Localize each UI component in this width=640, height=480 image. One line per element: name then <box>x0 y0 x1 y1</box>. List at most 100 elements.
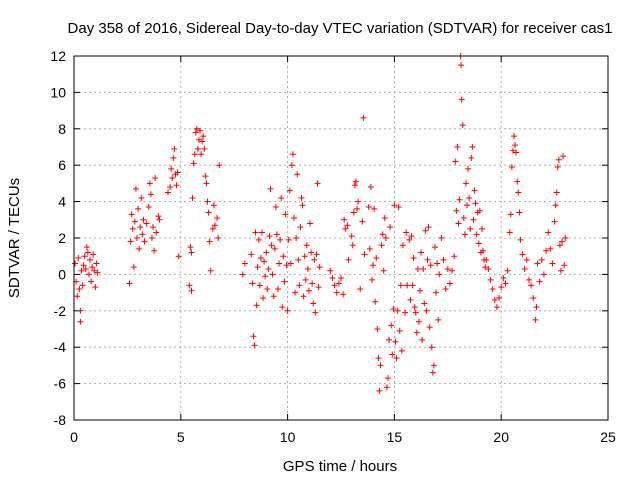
data-point <box>413 329 420 336</box>
data-point <box>408 233 415 240</box>
data-point <box>331 282 338 289</box>
data-point <box>394 307 401 314</box>
data-point <box>467 225 474 232</box>
x-tick-label: 20 <box>493 429 509 445</box>
data-point <box>329 275 336 282</box>
data-point <box>309 280 316 287</box>
data-point <box>191 151 198 158</box>
y-tick-label: 12 <box>50 48 66 64</box>
data-point <box>155 213 162 220</box>
data-point <box>285 236 292 243</box>
data-point <box>278 194 285 201</box>
data-point <box>464 202 471 209</box>
data-point <box>80 262 87 269</box>
data-series <box>72 53 569 394</box>
data-point <box>256 282 263 289</box>
data-point <box>560 153 567 160</box>
data-point <box>264 285 271 292</box>
data-point <box>216 162 223 169</box>
data-point <box>87 256 94 263</box>
data-point <box>446 280 453 287</box>
data-point <box>357 285 364 292</box>
data-point <box>340 291 347 298</box>
data-point <box>431 244 438 251</box>
data-point <box>489 285 496 292</box>
data-point <box>406 236 413 243</box>
data-point <box>272 204 279 211</box>
data-point <box>92 284 99 291</box>
data-point <box>303 242 310 249</box>
data-point <box>300 293 307 300</box>
data-point <box>525 276 532 283</box>
data-point <box>333 289 340 296</box>
data-point <box>473 231 480 238</box>
data-point <box>435 316 442 323</box>
data-point <box>128 211 135 218</box>
data-point <box>147 191 154 198</box>
data-point <box>260 295 267 302</box>
data-point <box>480 247 487 254</box>
data-point <box>211 222 218 229</box>
data-point <box>373 255 380 262</box>
data-point <box>415 318 422 325</box>
data-point <box>352 178 359 185</box>
data-point <box>386 336 393 343</box>
data-point <box>390 305 397 312</box>
data-point <box>207 267 214 274</box>
data-point <box>449 267 456 274</box>
data-point <box>466 194 473 201</box>
data-point <box>513 149 520 156</box>
data-point <box>540 271 547 278</box>
data-point <box>349 242 356 249</box>
data-point <box>392 338 399 345</box>
data-point <box>283 262 290 269</box>
y-tick-label: -2 <box>54 303 67 319</box>
data-point <box>508 164 515 171</box>
data-point <box>241 260 248 267</box>
data-point <box>187 244 194 251</box>
data-point <box>380 267 387 274</box>
data-point <box>458 62 465 69</box>
y-tick-label: 0 <box>58 266 66 282</box>
axis-ticks <box>73 55 609 421</box>
data-point <box>136 245 143 252</box>
data-point <box>189 194 196 201</box>
data-point <box>453 207 460 214</box>
data-point <box>515 189 522 196</box>
data-point <box>485 265 492 272</box>
data-point <box>354 205 361 212</box>
data-point <box>315 284 322 291</box>
data-point <box>482 264 489 271</box>
data-point <box>197 127 204 134</box>
data-point <box>279 304 286 311</box>
data-point <box>126 280 133 287</box>
data-point <box>294 171 301 178</box>
data-point <box>370 262 377 269</box>
data-point <box>91 267 98 274</box>
data-point <box>412 309 419 316</box>
data-point <box>77 307 84 314</box>
data-point <box>199 138 206 145</box>
data-point <box>419 336 426 343</box>
data-point <box>365 204 372 211</box>
data-point <box>517 236 524 243</box>
data-point <box>76 285 83 292</box>
data-point <box>399 242 406 249</box>
data-point <box>251 342 258 349</box>
data-point <box>470 216 477 223</box>
data-point <box>153 229 160 236</box>
data-point <box>402 309 409 316</box>
data-point <box>421 300 428 307</box>
data-point <box>552 202 559 209</box>
data-point <box>367 184 374 191</box>
data-point <box>311 256 318 263</box>
data-point <box>409 282 416 289</box>
data-point <box>338 275 344 282</box>
data-point <box>538 256 545 263</box>
data-point <box>151 247 158 254</box>
data-point <box>269 271 276 278</box>
data-point <box>282 211 289 218</box>
data-point <box>131 218 138 225</box>
y-tick-label: -8 <box>54 412 67 428</box>
y-tick-label: 4 <box>58 194 66 210</box>
